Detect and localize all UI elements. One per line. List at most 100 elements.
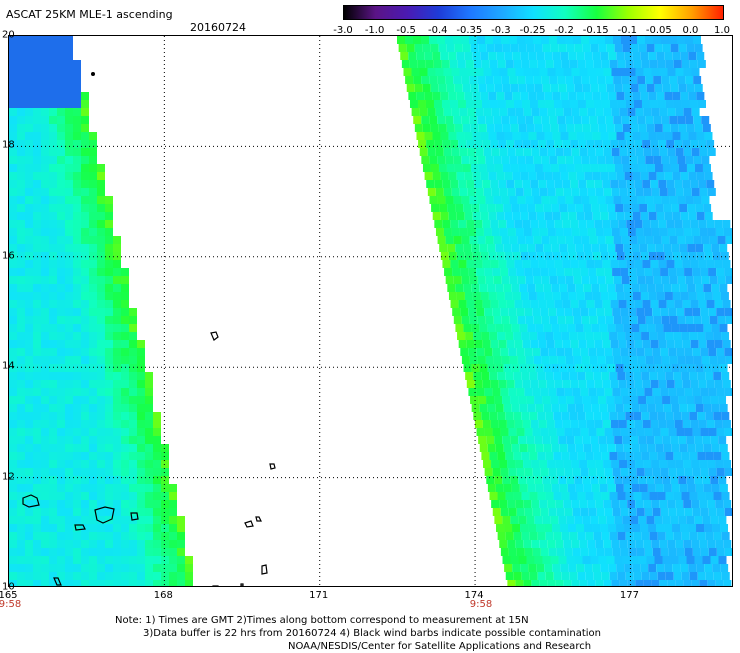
color-scale-labels: -3.0 -1.0 -0.5 -0.4 -0.35 -0.3 -0.25 -0.2 -0.15-…: [0, 25, 740, 39]
swath-cell: [145, 380, 153, 388]
swath-cell: [674, 300, 683, 308]
swath-cell: [678, 84, 687, 92]
swath-cell: [520, 172, 529, 180]
swath-cell: [662, 476, 671, 484]
swath-cell: [137, 420, 145, 428]
swath-cell: [455, 324, 464, 332]
swath-cell: [552, 252, 561, 260]
swath-cell: [497, 100, 506, 108]
swath-cell: [512, 132, 521, 140]
swath-cell: [715, 228, 724, 236]
swath-cell: [474, 420, 483, 428]
swath-cell: [551, 444, 560, 452]
swath-cell: [653, 76, 662, 84]
swath-cell: [621, 236, 630, 244]
swath-cell: [57, 236, 65, 244]
swath-cell: [600, 52, 609, 60]
swath-cell: [706, 180, 715, 188]
swath-cell: [145, 492, 153, 500]
swath-cell: [572, 548, 581, 556]
swath-cell: [483, 228, 492, 236]
swath-cell: [129, 316, 137, 324]
swath-cell: [490, 180, 499, 188]
swath-cell: [9, 308, 17, 316]
swath-cell: [577, 492, 586, 500]
swath-cell: [25, 100, 33, 108]
swath-cell: [723, 580, 732, 586]
map-plot-area: [8, 35, 733, 587]
swath-cell: [675, 68, 684, 76]
swath-cell: [652, 548, 661, 556]
swath-cell: [513, 572, 522, 580]
swath-cell: [475, 68, 484, 76]
swath-cell: [513, 100, 522, 108]
swath-cell: [526, 516, 535, 524]
swath-cell: [634, 140, 643, 148]
swath-cell: [422, 124, 431, 132]
swath-cell: [121, 580, 129, 586]
swath-cell: [519, 404, 528, 412]
swath-cell: [97, 444, 105, 452]
swath-cell: [89, 348, 97, 356]
swath-cell: [670, 396, 679, 404]
swath-cell: [137, 404, 145, 412]
swath-cell: [137, 380, 145, 388]
swath-cell: [9, 100, 17, 108]
swath-cell: [662, 556, 671, 564]
swath-cell: [41, 572, 49, 580]
swath-cell: [153, 524, 161, 532]
swath-cell: [618, 220, 627, 228]
swath-cell: [556, 508, 565, 516]
swath-cell: [113, 572, 121, 580]
swath-cell: [429, 196, 438, 204]
swath-cell: [580, 308, 589, 316]
latitude-tick-label: 12: [2, 471, 15, 483]
swath-cell: [49, 524, 57, 532]
swath-cell: [81, 92, 89, 100]
swath-cell: [97, 212, 105, 220]
swath-cell: [81, 572, 89, 580]
swath-cell: [623, 404, 632, 412]
swath-cell: [579, 580, 588, 586]
swath-cell: [614, 84, 623, 92]
swath-cell: [33, 444, 41, 452]
swath-cell: [597, 316, 606, 324]
swath-cell: [9, 68, 17, 76]
swath-cell: [716, 508, 725, 516]
swath-cell: [618, 340, 627, 348]
swath-cell: [81, 164, 89, 172]
swath-cell: [113, 292, 121, 300]
swath-cell: [535, 284, 544, 292]
swath-cell: [668, 388, 677, 396]
swath-cell: [522, 300, 531, 308]
swath-cell: [529, 100, 538, 108]
swath-cell: [539, 540, 548, 548]
swath-cell: [603, 540, 612, 548]
swath-cell: [137, 436, 145, 444]
swath-cell: [17, 228, 25, 236]
swath-cell: [530, 260, 539, 268]
swath-cell: [561, 452, 570, 460]
swath-cell: [500, 348, 509, 356]
swath-cell: [57, 204, 65, 212]
swath-cell: [65, 188, 73, 196]
swath-cell: [606, 396, 615, 404]
swath-cell: [683, 108, 692, 116]
swath-cell: [524, 508, 533, 516]
swath-cell: [552, 172, 561, 180]
swath-cell: [488, 92, 497, 100]
swath-cell: [677, 276, 686, 284]
swath-cell: [533, 276, 542, 284]
swath-cell: [65, 84, 73, 92]
swath-cell: [403, 68, 412, 76]
swath-cell: [447, 244, 456, 252]
swath-cell: [643, 580, 652, 586]
swath-cell: [662, 124, 671, 132]
swath-cell: [664, 132, 673, 140]
swath-cell: [679, 444, 688, 452]
swath-cell: [57, 452, 65, 460]
swath-cell: [670, 436, 679, 444]
swath-cell: [638, 436, 647, 444]
swath-cell: [671, 284, 680, 292]
swath-cell: [129, 484, 137, 492]
